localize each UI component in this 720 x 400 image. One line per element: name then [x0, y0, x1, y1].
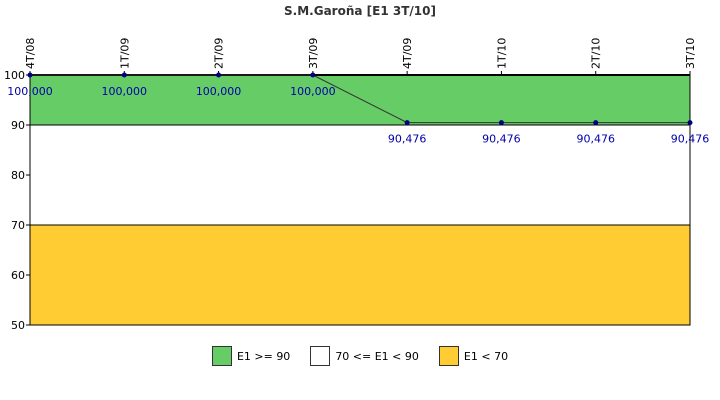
data-point-6: [593, 120, 599, 126]
legend-swatch-low: [438, 346, 459, 366]
legend-label-low: E1 < 70: [463, 349, 509, 363]
band-0: [29, 74, 691, 126]
x-tick-label-3: 3T/09: [307, 38, 320, 69]
x-tick-label-1: 1T/09: [118, 38, 131, 69]
legend-swatch-high: [211, 346, 232, 366]
data-point-2: [216, 72, 222, 78]
legend-label-high: E1 >= 90: [236, 349, 291, 363]
data-point-7: [687, 120, 693, 126]
x-tick-label-5: 1T/10: [495, 38, 508, 69]
y-tick-label-3: 80: [11, 169, 25, 182]
data-label-5: 90,476: [482, 133, 521, 146]
data-label-4: 90,476: [388, 133, 427, 146]
series-layer: 100,000 100,000 100,000 100,000 90,476 90,476…: [7, 72, 710, 146]
legend-item-high: E1 >= 90: [211, 346, 291, 366]
chart-title: S.M.Garoña [E1 3T/10]: [284, 4, 436, 18]
data-point-3: [310, 72, 316, 78]
y-tick-label-4: 90: [11, 119, 25, 132]
y-tick-label-2: 70: [11, 219, 25, 232]
series-line-0: [30, 74, 690, 124]
data-label-2: 100,000: [196, 85, 242, 98]
legend-item-mid: 70 <= E1 < 90: [310, 346, 419, 366]
y-tick-label-0: 50: [11, 319, 25, 332]
data-label-1: 100,000: [102, 85, 148, 98]
legend: E1 >= 90 70 <= E1 < 90 E1 < 70: [0, 344, 720, 368]
data-point-4: [404, 120, 410, 126]
data-label-3: 100,000: [290, 85, 336, 98]
threshold-bands: [29, 74, 691, 326]
x-tick-label-6: 2T/10: [590, 38, 603, 69]
x-tick-label-4: 4T/09: [401, 38, 414, 69]
data-label-6: 90,476: [576, 133, 615, 146]
y-tick-label-1: 60: [11, 269, 25, 282]
x-tick-label-7: 3T/10: [684, 38, 697, 69]
band-1: [29, 124, 691, 226]
legend-swatch-mid: [310, 346, 331, 366]
y-tick-label-5: 100: [4, 69, 25, 82]
x-tick-label-2: 2T/09: [213, 38, 226, 69]
data-label-7: 90,476: [671, 133, 710, 146]
x-axis: 4T/08 1T/09 2T/09 3T/09 4T/09 1T/10 2T/10 3T/10: [24, 38, 697, 75]
x-tick-label-0: 4T/08: [24, 38, 37, 69]
legend-item-low: E1 < 70: [438, 346, 509, 366]
y-axis: 50 60 70 80 90 100: [4, 69, 30, 332]
legend-label-mid: 70 <= E1 < 90: [335, 349, 419, 363]
data-point-0: [27, 72, 33, 78]
band-2: [29, 224, 691, 326]
data-point-5: [498, 120, 504, 126]
data-point-1: [121, 72, 127, 78]
data-label-0: 100,000: [7, 85, 53, 98]
